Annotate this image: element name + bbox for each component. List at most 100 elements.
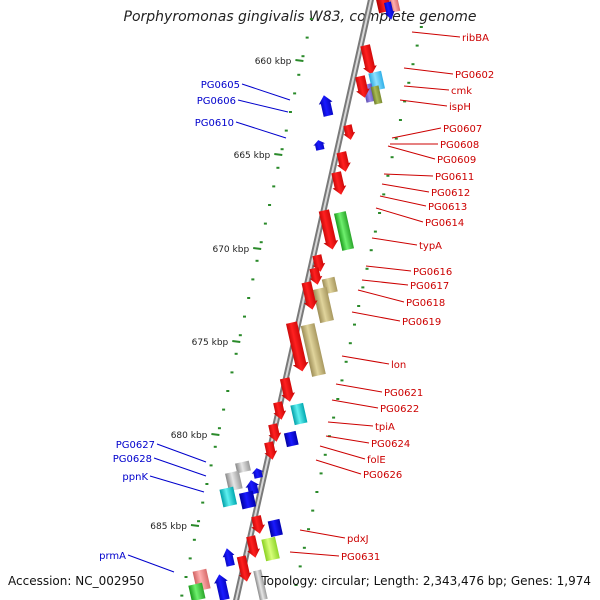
gene-label-right[interactable]: PG0602 [403,67,494,81]
gene-label-left[interactable]: PG0605 [201,80,291,101]
gene-feature[interactable] [383,1,397,21]
gene-arrow[interactable] [299,281,319,311]
gene-label-right[interactable]: PG0631 [289,551,380,563]
gene-name[interactable]: PG0611 [435,172,474,183]
gene-arrow[interactable] [271,401,288,421]
gene-arrow[interactable] [329,171,348,197]
gene-name[interactable]: pdxJ [347,534,369,545]
gene-arrow[interactable] [370,85,383,105]
gene-name[interactable]: typA [419,241,442,252]
gene-feature[interactable] [249,515,267,536]
gene-feature[interactable] [342,124,357,141]
gene-feature[interactable] [333,211,355,251]
gene-name[interactable]: PG0613 [428,202,467,213]
gene-arrow[interactable] [188,582,206,600]
gene-arrow[interactable] [278,377,297,403]
gene-name[interactable]: folE [367,455,386,466]
gene-arrow[interactable] [312,286,334,324]
gene-arrow[interactable] [308,267,324,286]
gene-label-right[interactable]: PG0609 [387,145,476,166]
gene-name[interactable]: prmA [99,551,126,562]
gene-arrow[interactable] [317,209,340,251]
gene-arrow[interactable] [249,515,267,536]
gene-label-right[interactable]: lon [341,355,406,371]
gene-feature[interactable] [317,94,335,118]
gene-label-left[interactable]: PG0628 [113,454,207,477]
gene-label-right[interactable]: typA [371,237,442,252]
gene-name[interactable]: PG0606 [197,96,236,107]
gene-arrow[interactable] [358,44,378,76]
gene-arrow[interactable] [244,535,262,559]
gene-name[interactable]: PG0608 [440,140,479,151]
gene-name[interactable]: PG0628 [113,454,152,465]
gene-label-right[interactable]: ispH [399,99,471,113]
gene-name[interactable]: PG0631 [341,552,380,563]
gene-label-right[interactable]: PG0613 [379,195,467,213]
gene-arrow[interactable] [225,470,243,492]
gene-name[interactable]: tpiA [375,422,395,433]
gene-name[interactable]: PG0612 [431,188,470,199]
gene-label-right[interactable]: PG0622 [331,399,419,415]
gene-name[interactable]: PG0626 [363,470,402,481]
gene-feature[interactable] [283,430,299,448]
gene-label-left[interactable]: ppnK [122,472,205,493]
gene-arrow[interactable] [283,430,299,448]
gene-label-right[interactable]: PG0621 [335,383,423,399]
gene-arrow[interactable] [317,94,335,118]
gene-name[interactable]: PG0622 [380,404,419,415]
gene-arrow[interactable] [368,70,385,92]
gene-arrow[interactable] [300,323,326,377]
gene-name[interactable]: ppnK [122,472,148,483]
gene-name[interactable]: ribBA [462,33,489,44]
gene-arrow[interactable] [261,536,280,562]
gene-arrow[interactable] [342,124,357,141]
gene-name[interactable]: PG0618 [406,298,445,309]
gene-arrow[interactable] [334,151,352,174]
gene-feature[interactable] [368,70,385,92]
gene-feature[interactable] [235,460,251,474]
gene-name[interactable]: PG0614 [425,218,464,229]
gene-arrow[interactable] [235,555,253,583]
gene-arrow[interactable] [266,423,283,443]
gene-name[interactable]: PG0616 [413,267,452,278]
gene-arrow[interactable] [221,547,237,567]
gene-label-right[interactable]: folE [319,445,386,466]
gene-feature[interactable] [299,281,319,311]
gene-feature[interactable] [278,377,297,403]
gene-label-right[interactable]: PG0624 [325,435,410,450]
gene-label-right[interactable]: tpiA [327,421,395,433]
gene-feature[interactable] [221,547,237,567]
gene-feature[interactable] [317,209,340,251]
gene-name[interactable]: lon [391,360,406,371]
gene-feature[interactable] [244,535,262,559]
gene-arrow[interactable] [353,75,371,100]
gene-feature[interactable] [219,486,238,508]
gene-arrow[interactable] [244,479,261,496]
gene-arrow[interactable] [262,441,279,461]
gene-arrow[interactable] [333,211,355,251]
gene-name[interactable]: cmk [451,86,472,97]
gene-feature[interactable] [212,573,231,600]
gene-label-right[interactable]: PG0614 [375,207,464,229]
gene-name[interactable]: PG0605 [201,80,240,91]
gene-label-right[interactable]: PG0616 [365,265,452,278]
gene-feature[interactable] [308,267,324,286]
gene-feature[interactable] [251,467,265,479]
gene-feature[interactable] [300,323,326,377]
gene-label-right[interactable]: PG0611 [383,172,474,183]
gene-label-right[interactable]: PG0617 [361,279,449,292]
gene-arrow[interactable] [253,569,268,600]
gene-feature[interactable] [266,423,283,443]
gene-name[interactable]: PG0621 [384,388,423,399]
gene-name[interactable]: PG0617 [410,281,449,292]
gene-label-left[interactable]: PG0606 [197,96,289,113]
gene-label-left[interactable]: prmA [99,551,175,573]
gene-name[interactable]: PG0607 [443,124,482,135]
gene-feature[interactable] [267,518,283,538]
gene-feature[interactable] [329,171,348,197]
gene-arrow[interactable] [383,1,397,21]
gene-name[interactable]: PG0602 [455,70,494,81]
gene-feature[interactable] [262,441,279,461]
gene-feature[interactable] [188,582,206,600]
gene-name[interactable]: PG0609 [437,155,476,166]
